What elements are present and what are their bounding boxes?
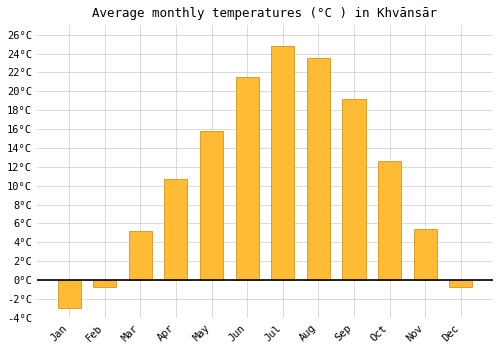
- Bar: [128, 231, 152, 280]
- Title: Average monthly temperatures (°C ) in Khvānsār: Average monthly temperatures (°C ) in Kh…: [92, 7, 438, 20]
- Bar: [200, 131, 223, 280]
- Bar: [449, 280, 472, 287]
- Bar: [307, 58, 330, 280]
- Bar: [164, 179, 188, 280]
- Bar: [93, 280, 116, 287]
- Bar: [378, 161, 401, 280]
- Bar: [342, 99, 365, 280]
- Bar: [58, 280, 80, 308]
- Bar: [271, 46, 294, 280]
- Bar: [236, 77, 258, 280]
- Bar: [414, 229, 436, 280]
